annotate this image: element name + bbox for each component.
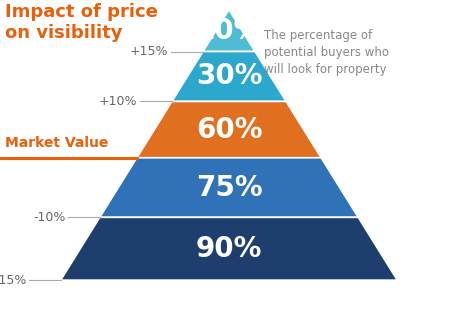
Text: Market Value: Market Value — [5, 136, 108, 150]
Text: 30%: 30% — [196, 62, 262, 90]
Polygon shape — [100, 158, 358, 217]
Text: +10%: +10% — [99, 95, 137, 108]
Text: 90%: 90% — [196, 235, 262, 263]
Text: -10%: -10% — [33, 211, 65, 224]
Text: 75%: 75% — [196, 174, 262, 202]
Text: -15%: -15% — [0, 274, 27, 287]
Text: 60%: 60% — [196, 116, 262, 144]
Polygon shape — [172, 52, 286, 101]
Text: The percentage of
potential buyers who
will look for property: The percentage of potential buyers who w… — [264, 29, 389, 76]
Polygon shape — [203, 10, 255, 52]
Text: 10%: 10% — [196, 17, 262, 44]
Polygon shape — [137, 101, 321, 158]
Polygon shape — [61, 217, 397, 280]
Text: +15%: +15% — [130, 45, 169, 58]
Text: Impact of price
on visibility: Impact of price on visibility — [5, 3, 158, 42]
